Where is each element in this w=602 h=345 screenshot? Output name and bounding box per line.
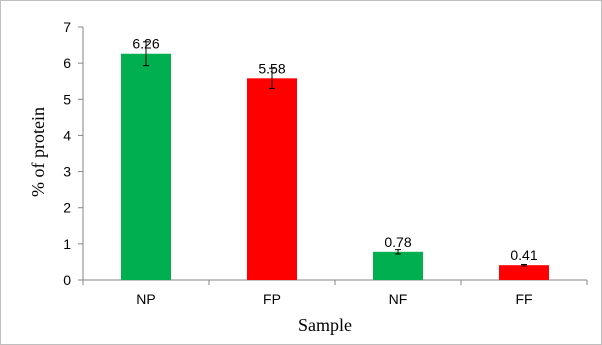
- x-tick-label-ff: FF: [515, 291, 532, 307]
- y-tick-label: 3: [63, 164, 71, 180]
- bar-np: [121, 53, 171, 281]
- data-label-fp: 5.58: [258, 60, 285, 76]
- data-labels: 6.26 5.58 0.78 0.41: [132, 36, 537, 263]
- bar-ff: [499, 265, 549, 280]
- data-label-nf: 0.78: [384, 234, 411, 250]
- bar-nf: [373, 251, 423, 280]
- y-tick-label: 7: [63, 19, 71, 35]
- y-tick-label: 1: [63, 236, 71, 252]
- x-tick-label-np: NP: [136, 291, 155, 307]
- x-tick-label-nf: NF: [389, 291, 408, 307]
- y-tick-label: 0: [63, 272, 71, 288]
- data-label-ff: 0.41: [510, 247, 537, 263]
- x-axis-label: Sample: [298, 315, 352, 335]
- x-tick-label-fp: FP: [263, 291, 281, 307]
- y-tick-label: 5: [63, 91, 71, 107]
- bars: [121, 53, 549, 281]
- y-axis-ticks: 0 1 2 3 4 5 6 7: [63, 19, 83, 288]
- data-label-np: 6.26: [132, 36, 159, 52]
- bar-fp: [247, 78, 297, 280]
- y-tick-label: 2: [63, 200, 71, 216]
- x-axis-ticks: NP FP NF FF: [136, 291, 532, 307]
- y-axis-label: % of protein: [28, 107, 48, 197]
- y-tick-label: 4: [63, 127, 71, 143]
- y-tick-label: 6: [63, 55, 71, 71]
- error-bars: [143, 41, 527, 267]
